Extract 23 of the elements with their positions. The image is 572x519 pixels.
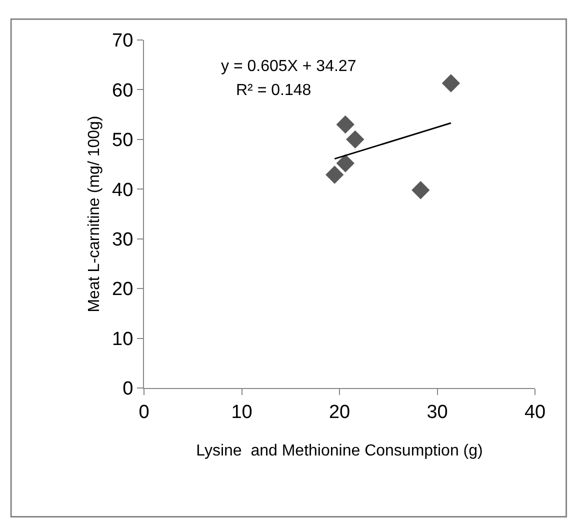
x-tick-label: 20 [328, 402, 350, 423]
point [326, 166, 344, 184]
point [442, 74, 460, 92]
x-tick-label: 40 [524, 402, 546, 423]
point [346, 130, 364, 149]
y-tick-label: 0 [122, 378, 134, 400]
x-tick-label: 30 [426, 402, 448, 423]
y-tick-label: 30 [112, 230, 134, 251]
x-tick-label: 0 [138, 402, 150, 423]
point [336, 154, 354, 172]
point [336, 115, 354, 134]
y-tick-label: 60 [112, 80, 134, 102]
y-tick-label: 40 [112, 180, 134, 201]
point [412, 181, 430, 200]
annotation: y = 0.605X + 34.27 [221, 58, 356, 75]
annotation: R² = 0.148 [236, 82, 312, 99]
y-tick-label: 10 [112, 328, 134, 350]
y-tick-label: 50 [112, 130, 134, 152]
x-tick-label: 10 [231, 402, 252, 423]
y-axis-title: Meat L-carnitine (mg/ 100g) [86, 116, 103, 312]
y-tick-label: 70 [112, 30, 134, 52]
x-axis-title: Lysine and Methionine Consumption (g) [196, 442, 483, 460]
y-tick-label: 20 [112, 279, 134, 300]
